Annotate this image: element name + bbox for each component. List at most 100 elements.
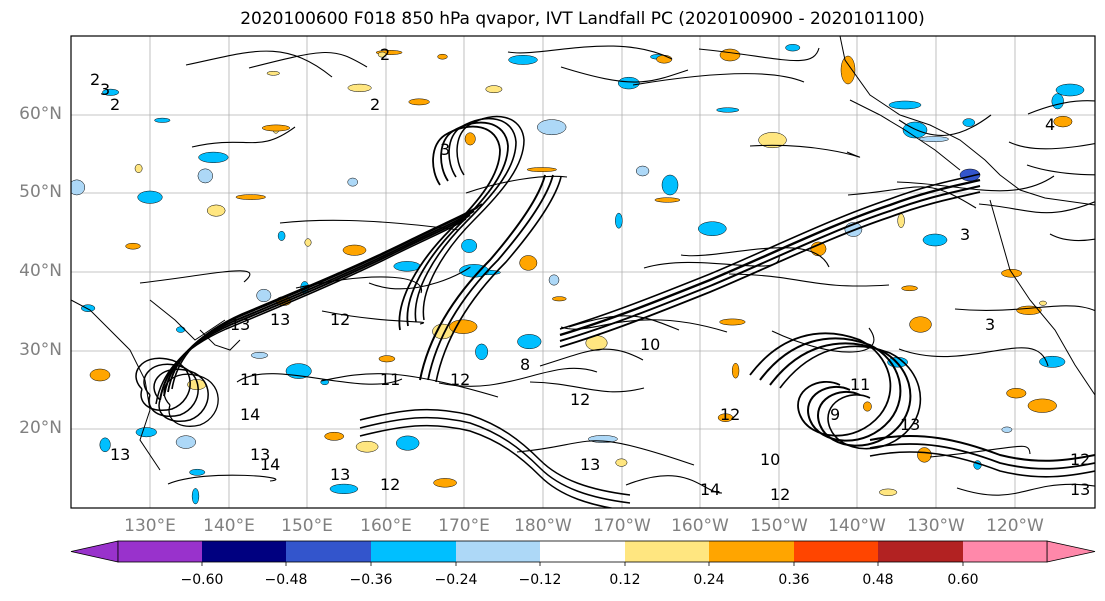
contour-label: 14 xyxy=(260,455,280,474)
qvapor-anomaly-patch xyxy=(329,483,359,494)
ivt-contour-line xyxy=(167,474,277,485)
lon-label-140w: 140°W xyxy=(828,516,886,536)
contour-label: 12 xyxy=(720,405,740,424)
contour-label: 8 xyxy=(520,355,530,374)
colorbar-bin xyxy=(456,541,540,562)
lon-label-170e: 170°E xyxy=(438,516,490,536)
qvapor-anomaly-patch xyxy=(758,132,787,149)
qvapor-anomaly-patch xyxy=(261,124,291,132)
ivt-contour-line xyxy=(465,175,568,194)
subtropic-contour xyxy=(359,416,631,504)
qvapor-anomaly-patch xyxy=(1051,93,1064,110)
lon-label-140e: 140°E xyxy=(203,516,255,536)
qvapor-anomaly-patch xyxy=(1039,355,1066,368)
coastline xyxy=(149,299,226,341)
ivt-contour-line xyxy=(1026,164,1095,176)
qvapor-anomaly-patch xyxy=(89,368,111,382)
hook-contour xyxy=(398,125,501,331)
lat-label-60n: 60°N xyxy=(19,104,62,124)
qvapor-anomaly-patch xyxy=(879,488,898,496)
typhoon-contour xyxy=(135,357,191,411)
colorbar-bin xyxy=(540,541,625,562)
contour-label: 2 xyxy=(370,95,380,114)
contour-label: 14 xyxy=(700,480,720,499)
lon-label-150w: 150°W xyxy=(750,516,808,536)
qvapor-anomaly-patch xyxy=(191,488,200,505)
qvapor-anomaly-patch xyxy=(154,117,171,123)
qvapor-anomaly-patch xyxy=(719,48,741,62)
lon-label-150e: 150°E xyxy=(281,516,333,536)
jet-contour-east xyxy=(559,185,981,342)
ivt-contour-line xyxy=(625,475,723,494)
qvapor-anomaly-patch xyxy=(355,440,379,453)
qvapor-anomaly-patch xyxy=(197,168,213,184)
ridge-contour-south xyxy=(869,451,1095,478)
colorbar-bin xyxy=(878,541,963,562)
colorbar-tick-m036: −0.36 xyxy=(349,572,393,588)
colorbar-tick-p048: 0.48 xyxy=(862,572,894,588)
contour-label: 13 xyxy=(110,445,130,464)
qvapor-anomaly-patch xyxy=(698,221,727,236)
colorbar-tick-m012: −0.12 xyxy=(518,572,562,588)
hook-contour xyxy=(406,121,509,327)
jet-contour-center xyxy=(427,174,554,381)
subtropic-contour xyxy=(359,424,616,508)
ivt-contour-line xyxy=(728,273,890,287)
jet-contour-east xyxy=(559,173,981,330)
qvapor-anomaly-patch xyxy=(1001,426,1013,433)
qvapor-anomaly-patch xyxy=(277,230,286,241)
colorbar-bin xyxy=(625,541,709,562)
ivt-contour-line xyxy=(896,175,1055,192)
hook-contour xyxy=(422,115,525,321)
qvapor-anomaly-patch xyxy=(189,468,206,476)
coastline xyxy=(839,36,1095,206)
loop-contour-south xyxy=(759,337,902,442)
qvapor-anomaly-patch xyxy=(461,238,478,253)
qvapor-anomaly-patch xyxy=(125,242,141,250)
jet-contour-center xyxy=(419,174,546,381)
ridge-contour-south xyxy=(869,435,1095,462)
ivt-contour-line xyxy=(956,483,1095,496)
coastline xyxy=(989,199,1095,396)
colorbar-tick-m048: −0.48 xyxy=(264,572,308,588)
colorbar-tick-m024: −0.24 xyxy=(434,572,478,588)
contour-label: 12 xyxy=(1070,450,1090,469)
qvapor-anomaly-patch xyxy=(304,238,312,247)
qvapor-anomaly-patch xyxy=(615,458,628,467)
ivt-contour-line xyxy=(185,50,333,78)
qvapor-anomaly-patch xyxy=(917,447,932,463)
contour-label: 11 xyxy=(850,375,870,394)
contour-label: 2 xyxy=(90,70,100,89)
qvapor-anomaly-patch xyxy=(716,107,740,113)
qvapor-anomaly-patch xyxy=(266,71,280,76)
ivt-contour-line xyxy=(236,373,403,385)
contour-label: 12 xyxy=(330,310,350,329)
qvapor-anomaly-patch xyxy=(519,255,538,271)
jet-contour-east xyxy=(559,178,981,337)
qvapor-anomaly-patch xyxy=(901,285,918,292)
qvapor-anomaly-patch xyxy=(661,174,679,196)
map-frame xyxy=(70,35,1096,509)
ivt-contour-line xyxy=(1049,233,1095,241)
ivt-contour-line xyxy=(516,440,695,466)
qvapor-anomaly-patch xyxy=(408,98,430,106)
qvapor-anomaly-patch xyxy=(840,55,856,85)
contour-label: 4 xyxy=(1045,115,1055,134)
contour-label: 3 xyxy=(960,225,970,244)
contour-label: 10 xyxy=(760,450,780,469)
ivt-contour-line xyxy=(438,367,598,387)
ivt-contour-line xyxy=(139,270,251,284)
colorbar-tick-p024: 0.24 xyxy=(693,572,725,588)
qvapor-anomaly-patch xyxy=(526,167,557,172)
qvapor-anomaly-patch xyxy=(235,194,266,200)
qvapor-anomaly-patch xyxy=(1055,83,1085,97)
ivt-contour-line xyxy=(680,247,830,268)
coastline xyxy=(71,299,161,471)
gridlines xyxy=(71,36,1095,508)
colorbar-tick-p012: 0.12 xyxy=(609,572,641,588)
ivt-contour-line xyxy=(529,381,645,393)
qvapor-anomaly-patch xyxy=(250,351,269,359)
qvapor-anomaly-patch xyxy=(635,165,650,177)
jet-contour-east xyxy=(559,191,981,348)
